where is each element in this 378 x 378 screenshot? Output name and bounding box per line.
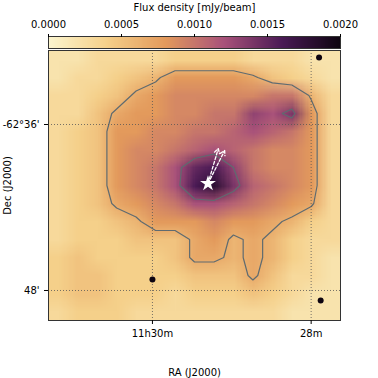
svg-text:0.0015: 0.0015	[250, 19, 285, 30]
svg-text:28m: 28m	[300, 328, 322, 339]
svg-text:Flux density [mJy/beam]: Flux density [mJy/beam]	[134, 2, 256, 13]
svg-text:-62°36': -62°36'	[3, 119, 40, 130]
svg-text:0.0005: 0.0005	[104, 19, 139, 30]
svg-text:RA (J2000): RA (J2000)	[168, 367, 221, 378]
svg-text:0.0020: 0.0020	[323, 19, 358, 30]
svg-text:0.0010: 0.0010	[177, 19, 212, 30]
svg-text:48': 48'	[24, 285, 39, 296]
svg-text:0.0000: 0.0000	[31, 19, 66, 30]
svg-text:Dec (J2000): Dec (J2000)	[2, 156, 13, 215]
svg-text:11h30m: 11h30m	[132, 328, 174, 339]
